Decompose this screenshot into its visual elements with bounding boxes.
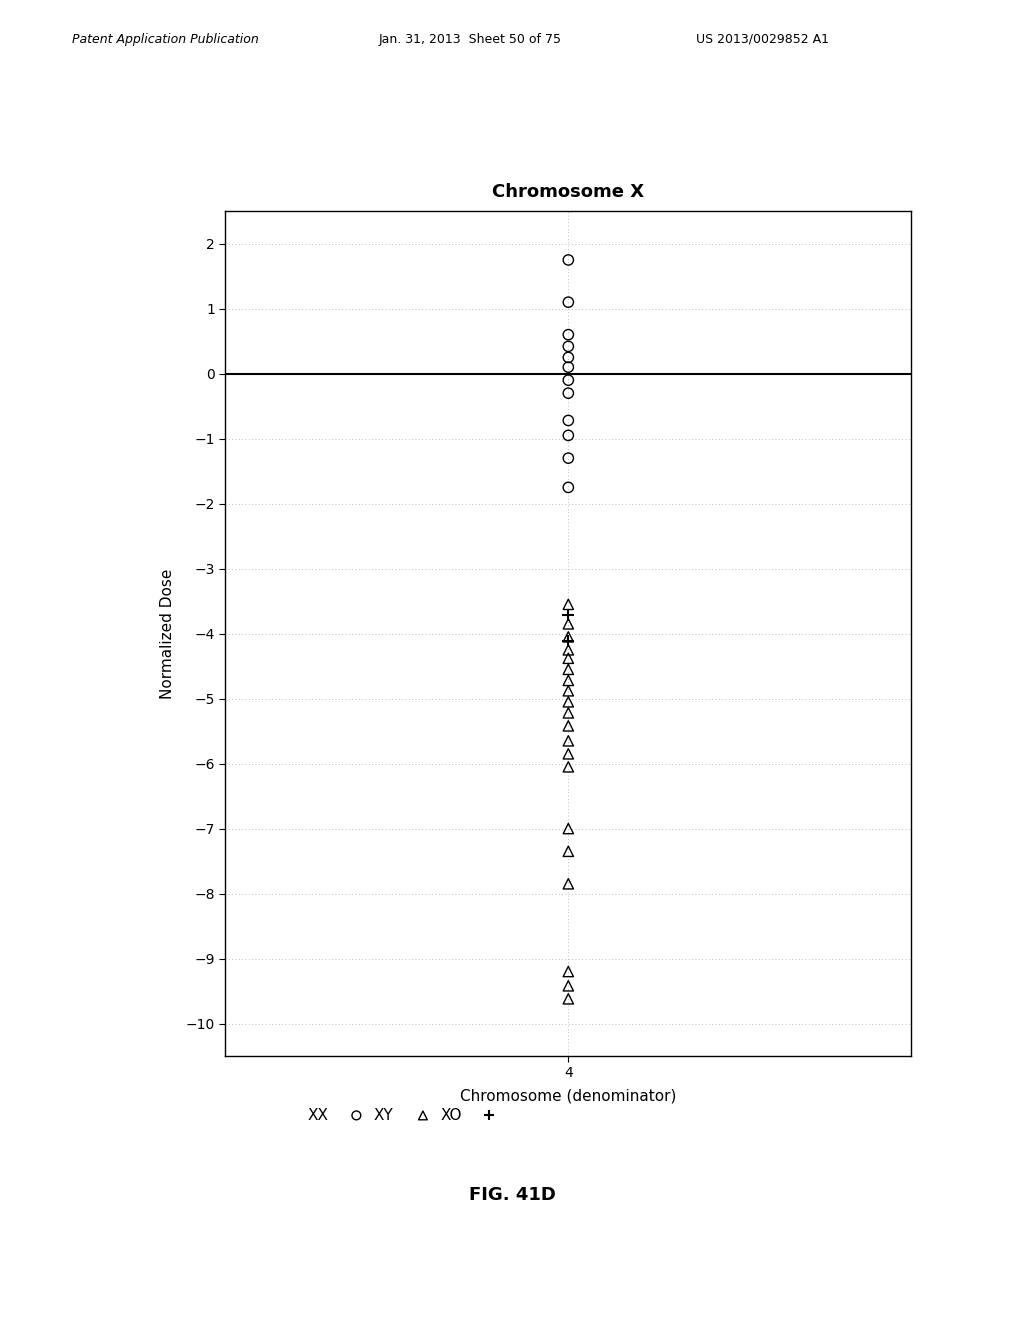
Point bbox=[560, 614, 577, 635]
Point bbox=[560, 325, 577, 346]
Text: US 2013/0029852 A1: US 2013/0029852 A1 bbox=[696, 33, 829, 46]
Text: FIG. 41D: FIG. 41D bbox=[469, 1185, 555, 1204]
Text: XY: XY bbox=[374, 1107, 393, 1123]
Point bbox=[560, 626, 577, 647]
Text: XO: XO bbox=[440, 1107, 462, 1123]
Point bbox=[560, 818, 577, 840]
Point bbox=[560, 669, 577, 690]
Text: XX: XX bbox=[307, 1107, 329, 1123]
Point bbox=[560, 447, 577, 469]
Point bbox=[560, 335, 577, 356]
Point bbox=[560, 730, 577, 751]
Point bbox=[560, 370, 577, 391]
Point bbox=[560, 702, 577, 723]
Point bbox=[481, 1105, 498, 1126]
Point bbox=[560, 411, 577, 432]
Point bbox=[560, 961, 577, 982]
Point bbox=[560, 425, 577, 446]
Text: Jan. 31, 2013  Sheet 50 of 75: Jan. 31, 2013 Sheet 50 of 75 bbox=[379, 33, 562, 46]
Point bbox=[560, 692, 577, 713]
Point bbox=[560, 715, 577, 737]
X-axis label: Chromosome (denominator): Chromosome (denominator) bbox=[460, 1089, 677, 1104]
Point bbox=[560, 841, 577, 862]
Text: Patent Application Publication: Patent Application Publication bbox=[72, 33, 258, 46]
Point bbox=[560, 743, 577, 764]
Point bbox=[560, 874, 577, 895]
Point bbox=[560, 605, 577, 626]
Point bbox=[560, 356, 577, 378]
Title: Chromosome X: Chromosome X bbox=[493, 183, 644, 202]
Point bbox=[560, 975, 577, 997]
Point bbox=[560, 680, 577, 701]
Y-axis label: Normalized Dose: Normalized Dose bbox=[160, 569, 174, 698]
Point bbox=[560, 383, 577, 404]
Point bbox=[560, 292, 577, 313]
Point bbox=[560, 756, 577, 777]
Point bbox=[560, 631, 577, 652]
Point bbox=[415, 1105, 431, 1126]
Point bbox=[348, 1105, 365, 1126]
Point bbox=[560, 249, 577, 271]
Point bbox=[560, 659, 577, 680]
Point bbox=[560, 989, 577, 1010]
Point bbox=[560, 648, 577, 669]
Point bbox=[560, 347, 577, 368]
Point bbox=[560, 639, 577, 660]
Point bbox=[560, 477, 577, 498]
Point bbox=[560, 594, 577, 615]
